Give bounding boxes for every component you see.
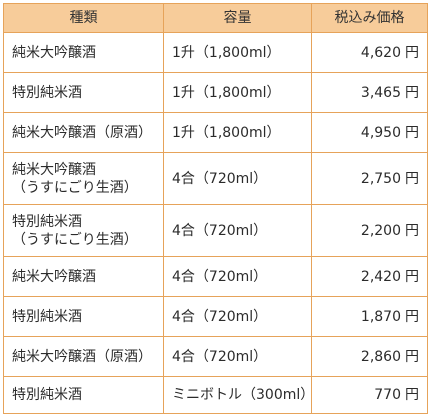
volume-cell: 1升（1,800ml） bbox=[163, 72, 312, 113]
product-name-cell: 純米大吟醸酒 bbox=[3, 256, 164, 297]
volume-cell: 4合（720ml） bbox=[163, 204, 312, 257]
volume-cell: 4合（720ml） bbox=[163, 296, 312, 337]
table-body: 純米大吟醸酒 1升（1,800ml） 4,620 円 特別純米酒 1升（1,800… bbox=[3, 32, 428, 414]
price-value: 1,870 bbox=[360, 308, 401, 325]
price-cell: 2,420 円 bbox=[311, 256, 428, 297]
table-row: 特別純米酒 ミニボトル（300ml） 770 円 bbox=[3, 376, 428, 414]
volume-cell: ミニボトル（300ml） bbox=[163, 376, 314, 414]
table-row: 純米大吟醸酒（原酒） 4合（720ml） 2,860 円 bbox=[3, 336, 428, 377]
price-cell: 770 円 bbox=[311, 376, 428, 414]
currency-unit: 円 bbox=[405, 387, 419, 403]
header-name: 種類 bbox=[3, 3, 164, 33]
product-name-cell: 純米大吟醸酒（原酒） bbox=[3, 336, 164, 377]
currency-unit: 円 bbox=[405, 222, 419, 239]
table-row: 特別純米酒 （うすにごり生酒） 4合（720ml） 2,200 円 bbox=[3, 204, 428, 257]
price-cell: 4,620 円 bbox=[311, 32, 428, 73]
product-name-cell: 純米大吟醸酒（原酒） bbox=[3, 112, 164, 153]
product-name-cell: 特別純米酒 bbox=[3, 296, 164, 337]
price-value: 770 bbox=[374, 387, 401, 403]
price-cell: 4,950 円 bbox=[311, 112, 428, 153]
product-name-cell: 純米大吟醸酒 （うすにごり生酒） bbox=[3, 152, 164, 205]
price-value: 2,750 bbox=[360, 170, 401, 187]
price-value: 2,200 bbox=[360, 222, 401, 239]
currency-unit: 円 bbox=[405, 84, 419, 101]
table-row: 純米大吟醸酒 4合（720ml） 2,420 円 bbox=[3, 256, 428, 297]
product-name-cell: 純米大吟醸酒 bbox=[3, 32, 164, 73]
currency-unit: 円 bbox=[405, 268, 419, 285]
currency-unit: 円 bbox=[405, 44, 419, 61]
currency-unit: 円 bbox=[405, 124, 419, 141]
price-cell: 3,465 円 bbox=[311, 72, 428, 113]
price-cell: 2,200 円 bbox=[311, 204, 428, 257]
currency-unit: 円 bbox=[405, 170, 419, 187]
price-value: 2,420 bbox=[360, 268, 401, 285]
price-value: 3,465 bbox=[360, 84, 401, 101]
currency-unit: 円 bbox=[405, 348, 419, 365]
volume-cell: 4合（720ml） bbox=[163, 152, 312, 205]
volume-cell: 1升（1,800ml） bbox=[163, 112, 312, 153]
product-name-cell: 特別純米酒 （うすにごり生酒） bbox=[3, 204, 164, 257]
table-row: 純米大吟醸酒 （うすにごり生酒） 4合（720ml） 2,750 円 bbox=[3, 152, 428, 205]
table-row: 純米大吟醸酒 1升（1,800ml） 4,620 円 bbox=[3, 32, 428, 73]
currency-unit: 円 bbox=[405, 308, 419, 325]
product-name-cell: 特別純米酒 bbox=[3, 376, 164, 414]
price-value: 4,950 bbox=[360, 124, 401, 141]
price-cell: 1,870 円 bbox=[311, 296, 428, 337]
header-row: 種類 容量 税込み価格 bbox=[3, 3, 428, 33]
volume-cell: 4合（720ml） bbox=[163, 256, 312, 297]
price-table: 種類 容量 税込み価格 純米大吟醸酒 1升（1,800ml） 4,620 円 特別… bbox=[3, 3, 428, 414]
product-name-cell: 特別純米酒 bbox=[3, 72, 164, 113]
header-price: 税込み価格 bbox=[311, 3, 428, 33]
price-value: 4,620 bbox=[360, 44, 401, 61]
table-row: 純米大吟醸酒（原酒） 1升（1,800ml） 4,950 円 bbox=[3, 112, 428, 153]
table-header: 種類 容量 税込み価格 bbox=[3, 3, 428, 33]
volume-cell: 4合（720ml） bbox=[163, 336, 312, 377]
header-volume: 容量 bbox=[163, 3, 312, 33]
volume-cell: 1升（1,800ml） bbox=[163, 32, 312, 73]
price-cell: 2,750 円 bbox=[311, 152, 428, 205]
table-row: 特別純米酒 4合（720ml） 1,870 円 bbox=[3, 296, 428, 337]
price-value: 2,860 bbox=[360, 348, 401, 365]
price-cell: 2,860 円 bbox=[311, 336, 428, 377]
table-row: 特別純米酒 1升（1,800ml） 3,465 円 bbox=[3, 72, 428, 113]
